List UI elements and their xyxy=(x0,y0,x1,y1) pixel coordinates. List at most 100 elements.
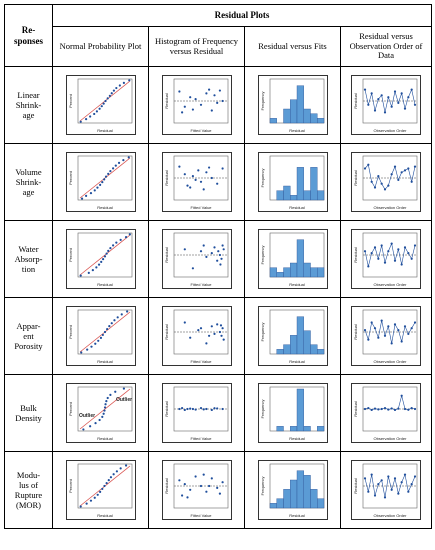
data-point xyxy=(363,167,367,170)
y-axis-label: Frequency xyxy=(260,323,265,342)
histogram-bar xyxy=(276,190,284,201)
data-point xyxy=(380,479,383,482)
data-point xyxy=(400,263,403,266)
data-point xyxy=(207,334,210,337)
x-axis-label: Residual xyxy=(289,128,305,133)
histogram-bar xyxy=(289,479,297,509)
residual-plot: Residual Observation Order xyxy=(351,152,421,212)
data-point xyxy=(215,101,218,104)
data-point xyxy=(373,186,377,189)
data-point xyxy=(177,165,180,168)
data-point xyxy=(194,178,197,181)
data-point xyxy=(210,477,213,480)
response-label: Bulk Density xyxy=(4,374,53,452)
residual-plot: Residual Observation Order xyxy=(351,75,421,135)
data-point xyxy=(367,490,370,493)
data-point xyxy=(400,171,403,174)
data-point xyxy=(199,327,202,330)
data-point xyxy=(367,103,370,106)
data-point xyxy=(222,248,225,251)
plot-frame xyxy=(257,229,328,289)
data-point xyxy=(183,105,186,108)
residual-plot: Residual Observation Order xyxy=(351,383,421,443)
data-point xyxy=(377,98,380,101)
plot-cell: Residual Fitted Value xyxy=(148,451,245,529)
y-axis-label: Percent xyxy=(68,401,73,416)
data-point xyxy=(215,259,218,262)
data-point xyxy=(221,327,224,330)
y-axis-label: Frequency xyxy=(260,246,265,265)
data-point xyxy=(221,99,224,103)
y-axis-label: Residual xyxy=(164,93,169,109)
data-point xyxy=(212,94,216,97)
data-point xyxy=(80,197,83,200)
data-point xyxy=(204,407,207,411)
residual-plot: Residual Fitted Value xyxy=(161,460,232,520)
data-point xyxy=(104,400,107,403)
table-row: Volume Shrink- age Percent Residual Residua… xyxy=(4,143,432,221)
data-point xyxy=(413,244,417,247)
data-point xyxy=(377,483,380,486)
plot-frame xyxy=(161,75,232,135)
data-point xyxy=(93,496,96,499)
histogram-bar xyxy=(296,316,304,355)
data-point xyxy=(96,493,99,496)
data-point xyxy=(370,252,373,255)
data-point xyxy=(112,89,115,92)
data-point xyxy=(103,406,106,409)
residual-plot: Residual Fitted Value xyxy=(161,152,232,212)
y-axis-label: Residual xyxy=(353,401,358,417)
plot-cell: Residual Observation Order xyxy=(340,143,432,221)
data-point xyxy=(85,502,88,505)
y-axis-label: Percent xyxy=(68,93,73,108)
histogram-bar xyxy=(276,426,284,432)
data-point xyxy=(105,327,108,331)
x-axis-label: Residual xyxy=(289,282,305,287)
y-axis-label: Residual xyxy=(353,93,358,109)
y-axis-label: Residual xyxy=(164,247,169,263)
data-point xyxy=(194,408,197,411)
data-point xyxy=(102,409,106,412)
histogram-bar xyxy=(303,108,311,124)
data-point xyxy=(380,244,383,247)
data-point xyxy=(397,492,400,495)
data-point xyxy=(390,407,393,410)
data-point xyxy=(210,176,213,180)
response-label: Modu- lus of Rupture (MOR) xyxy=(4,451,53,529)
data-point xyxy=(204,490,207,493)
plot-area xyxy=(77,309,132,355)
data-point xyxy=(116,316,119,319)
data-point xyxy=(109,476,112,479)
data-point xyxy=(383,496,387,499)
data-point xyxy=(383,334,387,337)
data-point xyxy=(91,269,94,272)
data-point xyxy=(108,170,111,173)
fit-line xyxy=(79,157,130,199)
data-point xyxy=(403,169,407,172)
plot-cell: Frequency Residual xyxy=(244,374,341,452)
data-point xyxy=(180,494,183,497)
plot-frame xyxy=(351,383,421,443)
data-point xyxy=(98,183,101,186)
data-point xyxy=(373,494,377,497)
data-point xyxy=(103,99,107,103)
plot-area xyxy=(77,78,132,124)
x-axis-label: Fitted Value xyxy=(190,205,212,210)
plot-cell: Residual Fitted Value xyxy=(148,143,245,221)
data-point xyxy=(102,412,105,415)
data-point xyxy=(221,407,224,411)
plot-cell: Percent Residual xyxy=(52,143,149,221)
residual-plot: Residual Observation Order xyxy=(351,306,421,366)
histogram-bar xyxy=(276,349,284,355)
data-point xyxy=(370,92,373,95)
data-point xyxy=(199,103,202,106)
data-point xyxy=(393,323,397,326)
x-axis-label: Fitted Value xyxy=(190,128,212,133)
data-point xyxy=(79,120,82,123)
data-point xyxy=(373,327,377,330)
data-point xyxy=(387,250,390,253)
plot-cell: Percent Residual xyxy=(52,297,149,375)
data-point xyxy=(218,253,221,257)
histogram-bar xyxy=(296,239,304,278)
histogram-bar xyxy=(289,99,297,124)
